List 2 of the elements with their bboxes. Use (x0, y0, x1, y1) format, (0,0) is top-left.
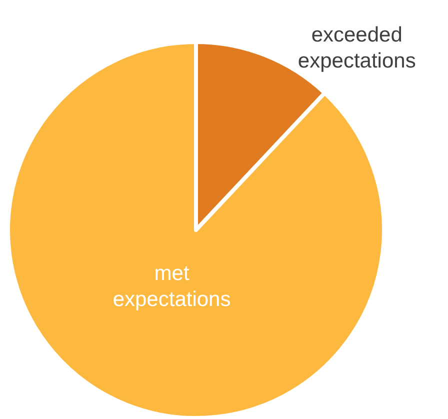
slice-label: exceeded expectations (298, 24, 416, 73)
slice-label: met expectations (112, 262, 231, 312)
